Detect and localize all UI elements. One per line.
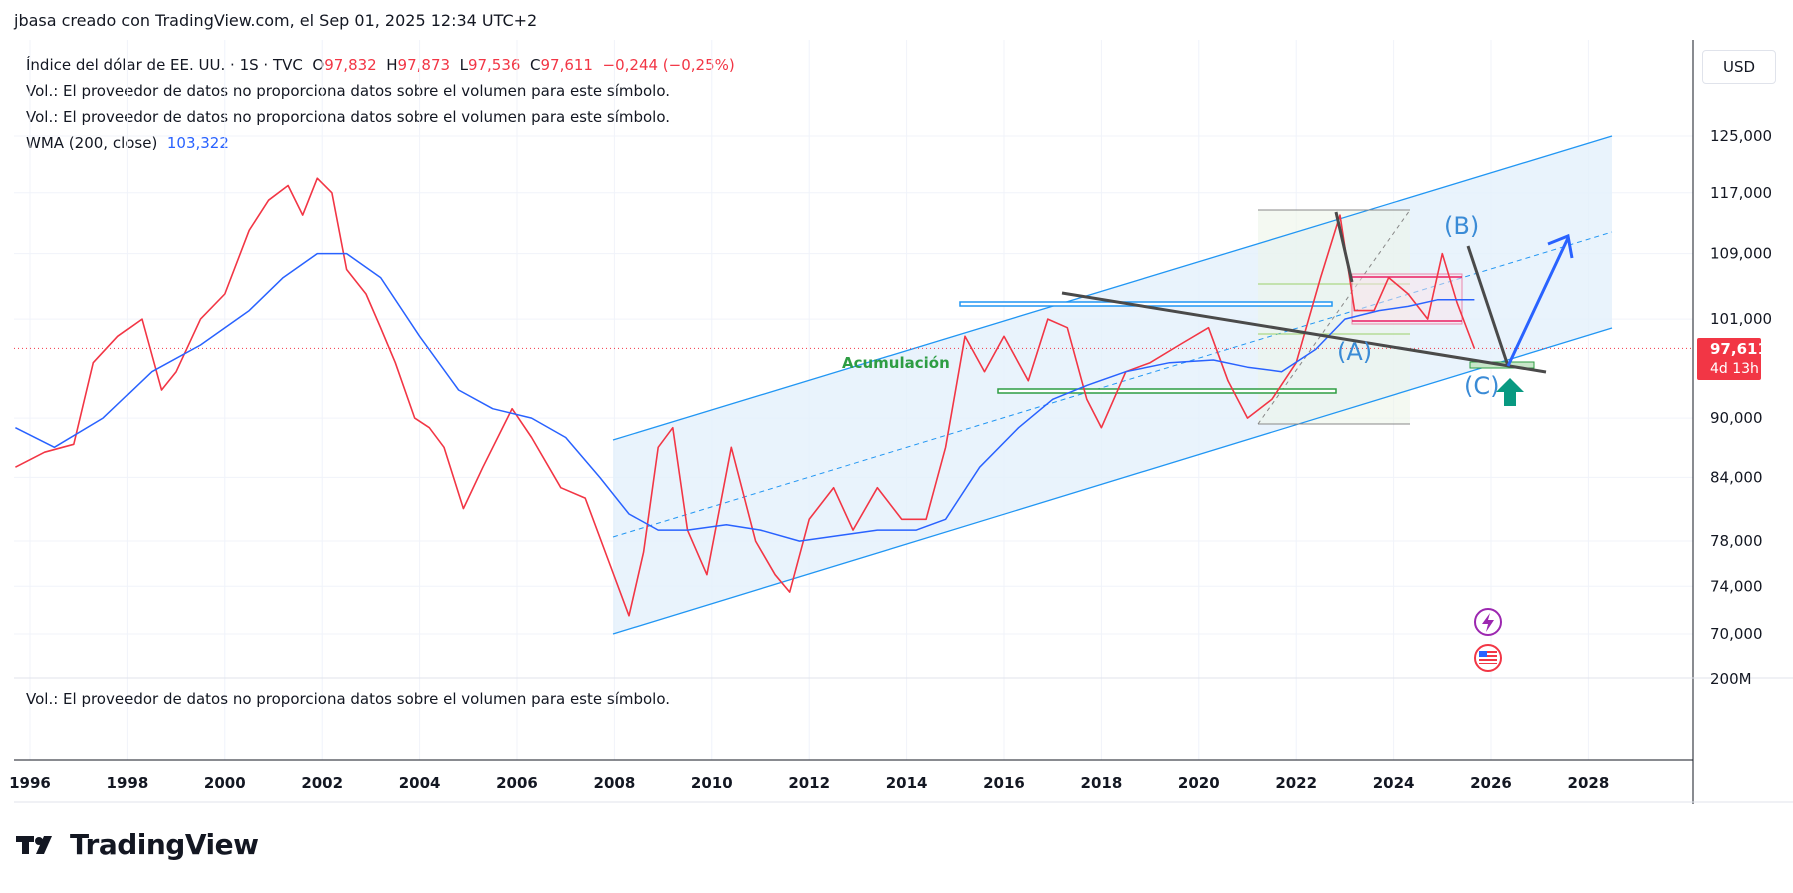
ohlc-low: L97,536 <box>459 56 521 74</box>
time-tick-label: 2006 <box>496 774 538 792</box>
wave-b-label: (B) <box>1444 212 1479 240</box>
price-tag-value: 97,611 <box>1710 340 1768 358</box>
price-tick-label: 74,000 <box>1710 577 1763 595</box>
wma-series <box>15 252 1475 542</box>
time-tick-label: 2020 <box>1178 774 1220 792</box>
price-tick-label: 84,000 <box>1710 468 1763 486</box>
wave-c-down-line <box>1466 245 1510 367</box>
price-tick-label: 78,000 <box>1710 532 1763 550</box>
volume-message-2[interactable]: Vol.: El proveedor de datos no proporcio… <box>26 108 671 126</box>
time-tick-label: 2028 <box>1568 774 1610 792</box>
volume-message-1[interactable]: Vol.: El proveedor de datos no proporcio… <box>26 82 671 100</box>
price-change: −0,244 (−0,25%) <box>602 56 735 74</box>
time-tick-label: 2010 <box>691 774 733 792</box>
projection-arrow <box>1506 237 1570 367</box>
time-tick-label: 2000 <box>204 774 246 792</box>
us-flag-event-icon[interactable] <box>1474 644 1502 672</box>
wma-indicator-row[interactable]: WMA (200, close) 103,322 <box>26 130 735 156</box>
time-axis[interactable]: 1996 1998 2000 2002 2004 2006 2008 2010 2012 2014… <box>9 774 1609 792</box>
time-tick-label: 2002 <box>301 774 343 792</box>
volume-axis-label: 200M <box>1710 670 1752 688</box>
price-tag-countdown: 4d 13h <box>1710 361 1759 377</box>
volume-pane-message[interactable]: Vol.: El proveedor de datos no proporcio… <box>26 690 671 708</box>
time-tick-label: 2018 <box>1081 774 1123 792</box>
tradingview-logo-icon <box>16 835 52 854</box>
channel-upper-line <box>612 135 1613 441</box>
currency-button[interactable]: USD <box>1702 50 1776 84</box>
price-tick-label: 109,000 <box>1710 245 1772 263</box>
channel-lower-line <box>612 327 1613 635</box>
price-tick-label: 101,000 <box>1710 310 1772 328</box>
time-tick-label: 1998 <box>107 774 149 792</box>
consolidation-box <box>1351 273 1463 325</box>
price-tick-label: 90,000 <box>1710 409 1763 427</box>
time-tick-label: 1996 <box>9 774 51 792</box>
time-tick-label: 2024 <box>1373 774 1415 792</box>
time-tick-label: 2026 <box>1470 774 1512 792</box>
wma-label: WMA (200, close) <box>26 134 158 152</box>
symbol-name[interactable]: Índice del dólar de EE. UU. · 1S · TVC <box>26 56 303 74</box>
lightning-event-icon[interactable] <box>1474 608 1502 636</box>
chart-credit: jbasa creado con TradingView.com, el Sep… <box>14 11 538 30</box>
symbol-row: Índice del dólar de EE. UU. · 1S · TVC O… <box>26 52 735 78</box>
green-up-arrow-icon <box>1496 378 1524 406</box>
projection-arrow-head <box>1547 233 1574 259</box>
wave-c-label: (C) <box>1464 372 1499 400</box>
price-tick-label: 70,000 <box>1710 625 1763 643</box>
time-tick-label: 2012 <box>788 774 830 792</box>
time-tick-label: 2004 <box>399 774 441 792</box>
wma-value: 103,322 <box>166 134 229 152</box>
channel-median-line <box>612 231 1613 538</box>
time-tick-label: 2008 <box>594 774 636 792</box>
price-series <box>15 177 1476 617</box>
support-zone <box>997 388 1337 394</box>
wave-a-label: (A) <box>1337 338 1372 366</box>
ohlc-open: O97,832 <box>312 56 377 74</box>
descending-trendline <box>1061 291 1547 374</box>
time-tick-label: 2014 <box>886 774 928 792</box>
tradingview-brand: TradingView <box>70 828 259 861</box>
wave-a-down-line <box>1334 211 1354 283</box>
ohlc-high: H97,873 <box>386 56 451 74</box>
chart-legend: Índice del dólar de EE. UU. · 1S · TVC O… <box>26 52 735 156</box>
accumulation-label: Acumulación <box>842 354 950 372</box>
time-tick-label: 2016 <box>983 774 1025 792</box>
time-tick-label: 2022 <box>1275 774 1317 792</box>
price-axis[interactable]: 125,000 117,000 109,000 101,000 90,000 84,000… <box>1710 127 1772 643</box>
price-tick-label: 117,000 <box>1710 184 1772 202</box>
price-tick-label: 125,000 <box>1710 127 1772 145</box>
tradingview-logo[interactable]: TradingView <box>16 828 259 861</box>
ohlc-close: C97,611 <box>530 56 593 74</box>
current-price-tag: 97,611 4d 13h <box>1697 338 1768 380</box>
